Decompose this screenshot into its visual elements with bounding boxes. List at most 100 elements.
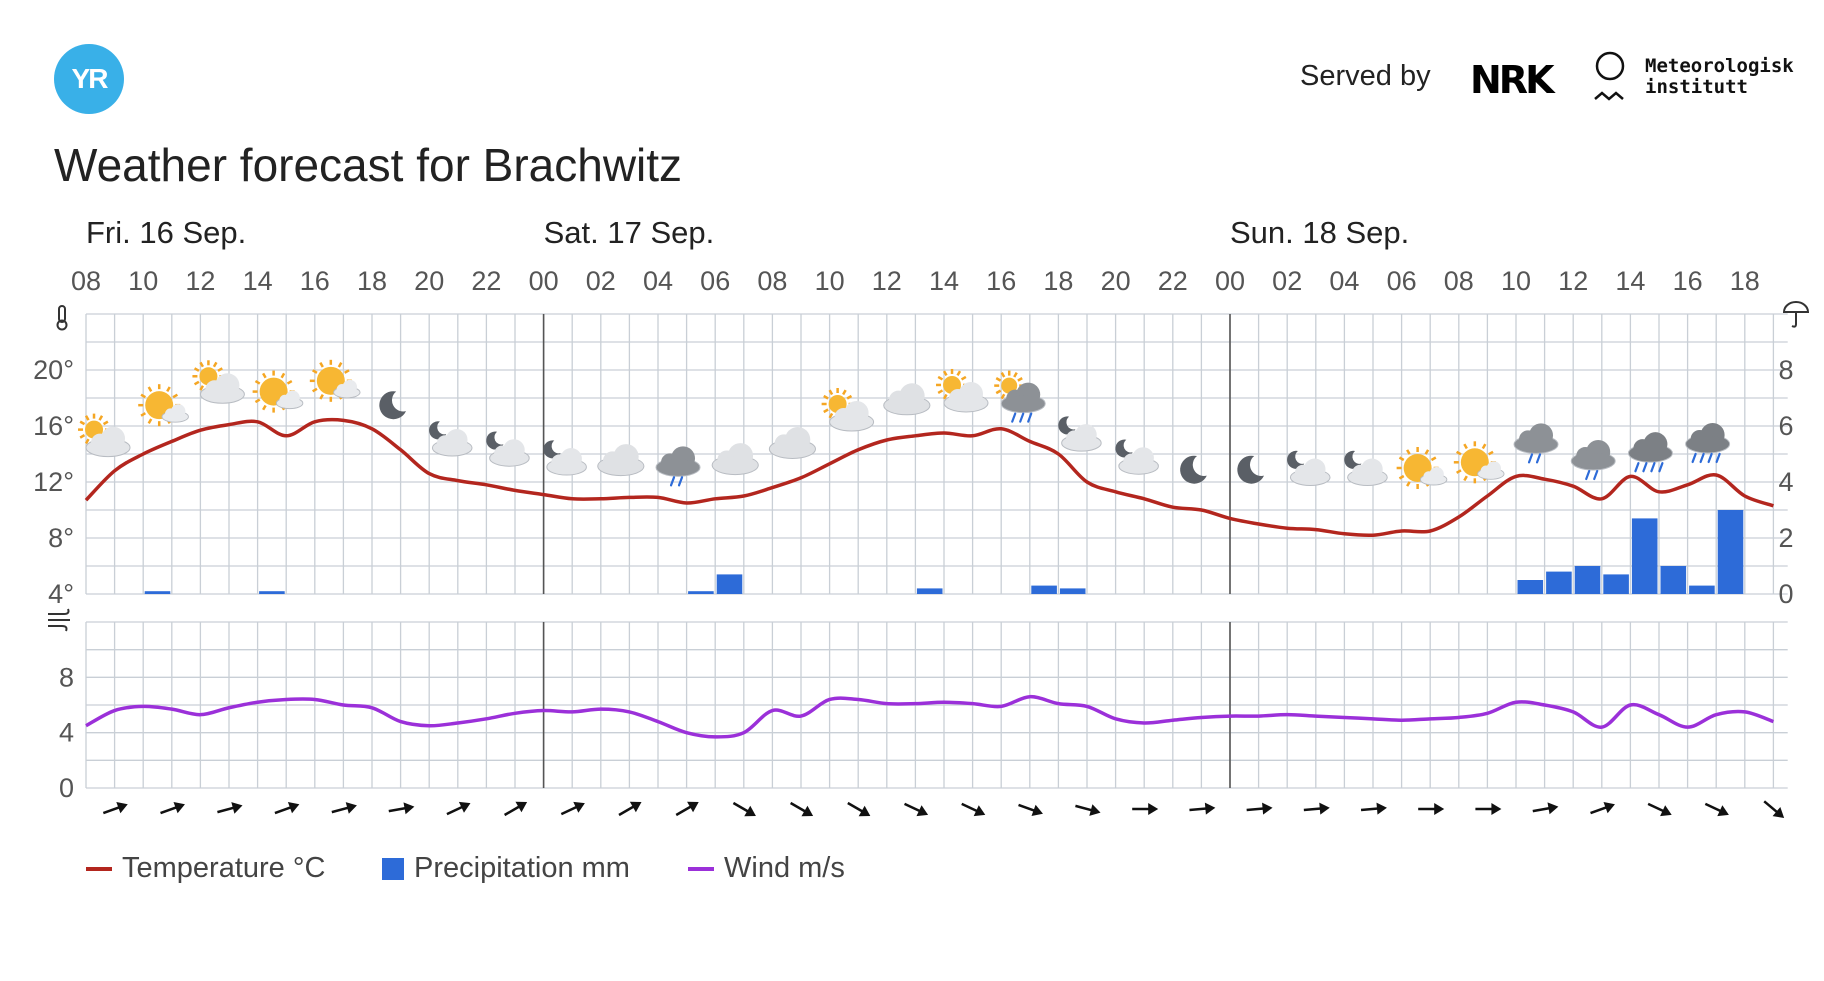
cloud-part [830, 414, 873, 430]
arrow-head [1319, 802, 1330, 815]
sun-ray [1456, 450, 1462, 456]
sun-ray [337, 362, 343, 368]
arrow-head [1089, 804, 1101, 816]
wind-direction-arrow [102, 801, 128, 815]
hour-tick-label: 08 [71, 266, 101, 296]
precip-bar [688, 591, 714, 594]
cloud-part [1348, 470, 1387, 485]
hour-tick-label: 14 [243, 266, 273, 296]
temp-tick-label: 16° [33, 411, 74, 441]
thermometer-bulb [56, 319, 68, 331]
arrow-head [629, 801, 642, 813]
precip-bar [916, 588, 943, 594]
hour-tick-label: 00 [529, 266, 559, 296]
sun-ray [1017, 377, 1023, 382]
wind-direction-arrow [789, 801, 814, 817]
moon-shape [429, 421, 447, 440]
wind-direction-arrow [1018, 803, 1043, 817]
wind-direction-arrow [1075, 804, 1101, 816]
precip-bar [1031, 585, 1057, 594]
cloud-part [547, 459, 586, 475]
wind-direction-arrow [1189, 802, 1216, 815]
sun-ray [1424, 449, 1430, 455]
wind-stroke [48, 625, 68, 632]
sun-ray [1406, 481, 1411, 487]
arrow-head [1717, 805, 1729, 817]
hour-tick-label: 06 [700, 266, 730, 296]
day-label: Fri. 16 Sep. [86, 215, 246, 250]
legend-precipitation-swatch [382, 857, 404, 880]
hour-tick-label: 06 [1387, 266, 1417, 296]
hour-tick-label: 08 [1444, 266, 1474, 296]
wind-direction-arrow [160, 801, 185, 815]
cloud-part [1002, 395, 1045, 412]
wind-stroke [48, 608, 70, 615]
sun-ray [79, 420, 86, 426]
arrow-head [231, 802, 243, 814]
sun-ray [1463, 443, 1468, 450]
hour-tick-label: 16 [1673, 266, 1703, 296]
sun-ray [937, 389, 944, 395]
moon-shape [1344, 450, 1362, 469]
wind-direction-arrow [274, 801, 300, 815]
moon-shape [1287, 450, 1305, 469]
sun-ray [140, 412, 146, 417]
moon-shape [486, 431, 504, 450]
cloud-part [1062, 435, 1101, 451]
arrow-head [1547, 802, 1559, 815]
sun-ray [942, 370, 948, 377]
met-line-2: institutt [1645, 76, 1748, 98]
partly-cloudy-night-icon [1287, 450, 1331, 486]
sun-ray [995, 377, 1002, 382]
grid [85, 313, 1788, 789]
fair-day-icon [252, 370, 304, 413]
hour-tick-label: 14 [1615, 266, 1645, 296]
legend-wind-label: Wind m/s [724, 852, 845, 884]
cloudy-icon [711, 443, 759, 476]
yr-logo: YR [54, 44, 124, 114]
hour-tick-label: 10 [815, 266, 845, 296]
hour-tick-label: 14 [929, 266, 959, 296]
sun-ray [254, 380, 261, 385]
cloud-part [884, 396, 929, 414]
arrow-head [1660, 805, 1672, 817]
legend-precipitation: Precipitation mm [382, 852, 630, 885]
sun-ray [319, 394, 324, 400]
arrow-head [403, 802, 415, 815]
page-title: Weather forecast for Brachwitz [54, 139, 683, 191]
rain-drop [677, 476, 684, 487]
precip-bar [1717, 510, 1744, 594]
sun-ray [1406, 449, 1411, 455]
wind-direction-arrow [560, 801, 585, 816]
hour-tick-label: 00 [1215, 266, 1245, 296]
arrow-head [1148, 803, 1159, 815]
precip-tick-label: 2 [1778, 523, 1793, 553]
umbrella-handle [1791, 312, 1797, 328]
wind-tick-label: 8 [59, 662, 74, 692]
cloud-part [598, 457, 643, 475]
cloud-part [1119, 458, 1158, 474]
hour-tick-label: 22 [471, 266, 501, 296]
sun-ray [937, 375, 944, 381]
nrk-logo: NRK [1470, 58, 1554, 102]
cloudy-icon [597, 444, 645, 477]
wind-direction-arrow [1647, 802, 1672, 817]
moon-shape [543, 440, 561, 459]
sun-ray [1000, 372, 1006, 378]
precip-bar [1059, 588, 1086, 594]
fair-day-icon [1453, 441, 1505, 484]
hour-tick-label: 04 [1329, 266, 1359, 296]
rain-drop [1585, 469, 1591, 481]
wind-direction-arrow [618, 801, 642, 817]
partly-cloudy-day-icon [78, 413, 131, 458]
wind-direction-arrow [1360, 802, 1387, 815]
met-institute-logo-text: Meteorologisk institutt [1645, 56, 1794, 98]
partly-cloudy-night-icon [1058, 416, 1102, 452]
sun-ray [79, 434, 86, 439]
hour-tick-label: 10 [1501, 266, 1531, 296]
sun-ray [1488, 450, 1494, 456]
rain-drop [1535, 453, 1542, 464]
sun-ray [286, 380, 293, 385]
arrow-head [858, 805, 871, 817]
arrow-head [1031, 804, 1043, 817]
